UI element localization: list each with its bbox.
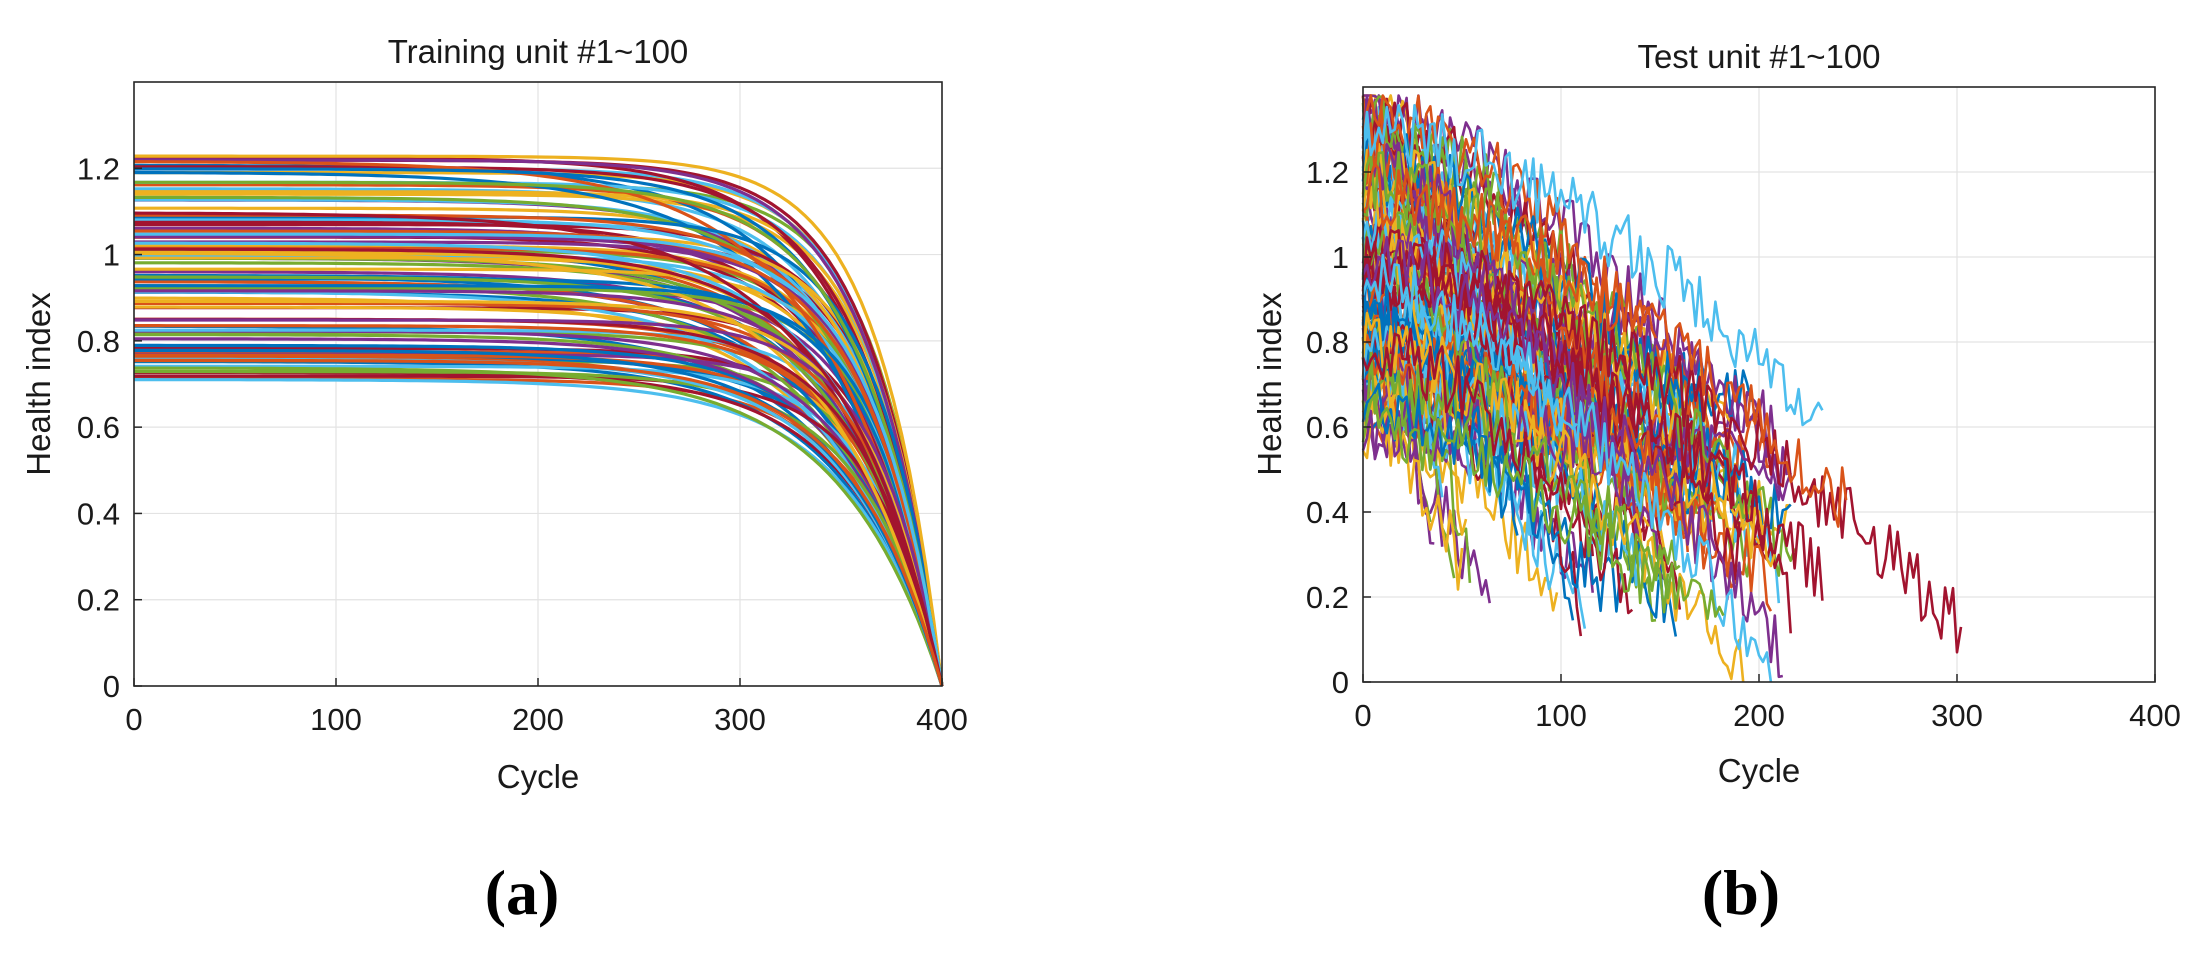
ticks-a: 0 100 200 300 400 0 0.2 0.4 0.6 0.8 1 1.2 xyxy=(77,151,968,737)
training-series xyxy=(134,275,944,687)
chart-b-title: Test unit #1~100 xyxy=(1637,38,1880,75)
training-series xyxy=(134,190,944,687)
y-tick-label: 0.2 xyxy=(77,583,120,618)
test-series xyxy=(1361,253,1773,683)
y-tick-label: 0.6 xyxy=(1306,410,1349,445)
test-series xyxy=(1361,311,1745,683)
y-tick-label: 0.2 xyxy=(1306,580,1349,615)
training-series xyxy=(134,229,944,687)
x-tick-label: 200 xyxy=(512,702,564,737)
y-tick-label: 0.6 xyxy=(77,410,120,445)
test-series xyxy=(1361,351,1725,621)
training-series xyxy=(134,284,944,687)
test-series xyxy=(1361,358,1777,568)
test-series xyxy=(1361,382,1622,613)
training-series xyxy=(134,318,944,687)
x-tick-label: 0 xyxy=(125,702,142,737)
chart-b-xlabel: Cycle xyxy=(1718,752,1801,789)
training-series xyxy=(134,247,944,687)
y-tick-label: 1.2 xyxy=(1306,155,1349,190)
x-tick-label: 400 xyxy=(2129,698,2181,733)
training-series xyxy=(134,374,944,687)
panel-a-label: (a) xyxy=(485,857,560,928)
chart-a-xlabel: Cycle xyxy=(497,758,580,795)
training-series xyxy=(134,232,944,687)
test-series xyxy=(1361,162,1848,528)
training-series xyxy=(134,154,944,687)
x-tick-label: 200 xyxy=(1733,698,1785,733)
training-series xyxy=(134,324,944,687)
training-series xyxy=(133,211,944,687)
training-series xyxy=(134,180,944,687)
x-tick-label: 300 xyxy=(714,702,766,737)
y-tick-label: 0.8 xyxy=(1306,325,1349,360)
test-series xyxy=(1362,141,1669,584)
training-series xyxy=(134,299,944,687)
y-tick-label: 0.8 xyxy=(77,324,120,359)
training-series-group xyxy=(133,154,944,687)
test-series xyxy=(1361,393,1670,614)
panel-b-label: (b) xyxy=(1702,857,1780,928)
test-series xyxy=(1362,229,1963,654)
x-tick-label: 100 xyxy=(310,702,362,737)
panel-a-training-chart: 0 100 200 300 400 0 0.2 0.4 0.6 0.8 1 1.2 Training … xyxy=(20,33,968,795)
training-series xyxy=(134,206,944,687)
x-tick-label: 300 xyxy=(1931,698,1983,733)
training-series xyxy=(134,364,944,687)
training-series xyxy=(134,366,944,687)
ticks-b: 0 100 200 300 400 0 0.2 0.4 0.6 0.8 1 1.2 xyxy=(1306,155,2181,733)
y-tick-label: 1.2 xyxy=(77,151,120,186)
y-tick-label: 0 xyxy=(103,669,120,704)
training-series xyxy=(134,301,944,687)
y-tick-label: 0 xyxy=(1332,665,1349,700)
x-tick-label: 400 xyxy=(916,702,968,737)
test-series-group xyxy=(1361,94,1963,683)
x-tick-label: 0 xyxy=(1354,698,1371,733)
y-tick-label: 0.4 xyxy=(77,496,120,531)
training-series xyxy=(134,158,944,687)
training-series xyxy=(134,353,944,687)
chart-a-title: Training unit #1~100 xyxy=(388,33,689,70)
training-series xyxy=(134,277,944,687)
test-series xyxy=(1361,104,1824,427)
chart-a-ylabel: Health index xyxy=(20,292,57,476)
test-series xyxy=(1361,178,1468,536)
y-tick-label: 1 xyxy=(1332,240,1349,275)
y-tick-label: 0.4 xyxy=(1306,495,1349,530)
test-series xyxy=(1361,253,1824,601)
y-tick-label: 1 xyxy=(103,238,120,273)
x-tick-label: 100 xyxy=(1535,698,1587,733)
training-series xyxy=(134,358,944,687)
training-series xyxy=(134,165,944,687)
chart-b-ylabel: Health index xyxy=(1251,292,1288,476)
panel-b-test-chart: 0 100 200 300 400 0 0.2 0.4 0.6 0.8 1 1.2 Test unit… xyxy=(1251,38,2181,789)
training-series xyxy=(134,378,944,687)
training-series xyxy=(134,160,944,687)
